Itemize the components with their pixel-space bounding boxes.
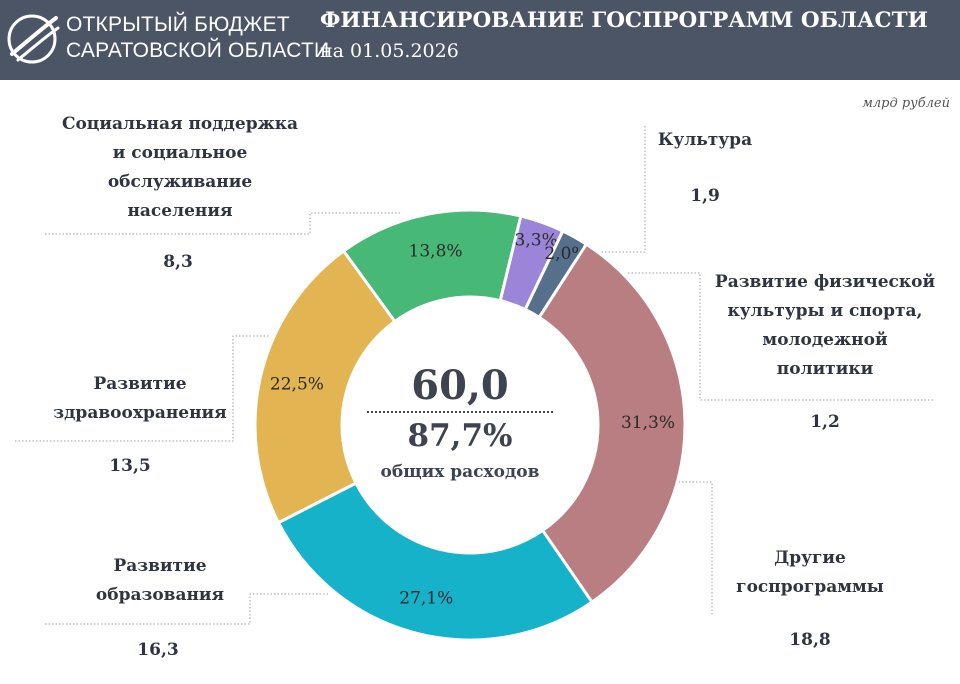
label-social-support-line3: обслуживание xyxy=(107,172,253,192)
label-healthcare-line1: Развитие xyxy=(93,374,187,394)
org-name-line1: ОТКРЫТЫЙ БЮДЖЕТ xyxy=(66,13,290,36)
unit-label: млрд рублей xyxy=(862,96,950,111)
value-sport: 1,2 xyxy=(810,412,840,432)
label-sport-line1: Развитие физической xyxy=(714,272,936,292)
leader-line-sport xyxy=(628,272,935,401)
pct-label-healthcare: 22,5% xyxy=(270,374,324,394)
label-social-support-line1: Социальная поддержка xyxy=(61,114,299,134)
center-percent: 87,7% xyxy=(407,418,513,454)
value-culture: 1,9 xyxy=(690,186,720,206)
label-other-line1: Другие xyxy=(774,548,846,568)
header-bar: ОТКРЫТЫЙ БЮДЖЕТ САРАТОВСКОЙ ОБЛАСТИ ФИНА… xyxy=(0,0,960,80)
value-healthcare: 13,5 xyxy=(109,456,151,476)
label-culture-line1: Культура xyxy=(657,130,753,150)
label-healthcare-line2: здравоохранения xyxy=(53,403,227,423)
slice-other xyxy=(537,242,687,605)
value-social-support: 8,3 xyxy=(163,252,193,272)
label-healthcare: Развитие здравоохранения xyxy=(40,370,240,428)
label-other-line2: госпрограммы xyxy=(736,577,884,597)
open-budget-logo-icon xyxy=(7,14,60,64)
pct-label-culture: 3,3% xyxy=(515,230,558,250)
value-education: 16,3 xyxy=(137,640,179,660)
leader-line-education xyxy=(45,593,330,625)
label-social-support-line2: и социальное xyxy=(112,143,248,163)
slice-education xyxy=(276,481,595,642)
label-social-support-line4: населения xyxy=(127,201,233,221)
label-sport: Развитие физической культуры и спорта, м… xyxy=(695,268,955,384)
center-total: 60,0 xyxy=(411,362,509,409)
label-sport-line4: политики xyxy=(776,359,874,379)
value-other: 18,8 xyxy=(789,630,831,650)
leader-line-culture xyxy=(600,126,646,253)
org-name-line2: САРАТОВСКОЙ ОБЛАСТИ xyxy=(66,39,330,62)
label-education: Развитие образования xyxy=(70,552,250,610)
leader-line-other xyxy=(675,481,713,615)
label-other: Другие госпрограммы xyxy=(710,544,910,602)
slice-healthcare xyxy=(253,248,397,525)
page-title: ФИНАНСИРОВАНИЕ ГОСПРОГРАММ ОБЛАСТИ xyxy=(320,8,928,33)
leader-line-healthcare xyxy=(15,335,270,442)
label-social-support: Социальная поддержка и социальное обслуж… xyxy=(40,110,320,226)
pct-label-education: 27,1% xyxy=(399,589,453,609)
pct-label-social-support: 13,8% xyxy=(409,241,463,261)
label-education-line2: образования xyxy=(95,585,225,605)
page-subtitle: на 01.05.2026 xyxy=(320,40,459,62)
center-description: общих расходов xyxy=(380,462,540,482)
center-divider xyxy=(367,411,553,413)
label-culture: Культура xyxy=(630,126,780,155)
pct-label-other: 31,3% xyxy=(621,413,675,433)
label-education-line1: Развитие xyxy=(113,556,207,576)
label-sport-line2: культуры и спорта, xyxy=(727,301,923,321)
label-sport-line3: молодежной xyxy=(762,330,888,350)
